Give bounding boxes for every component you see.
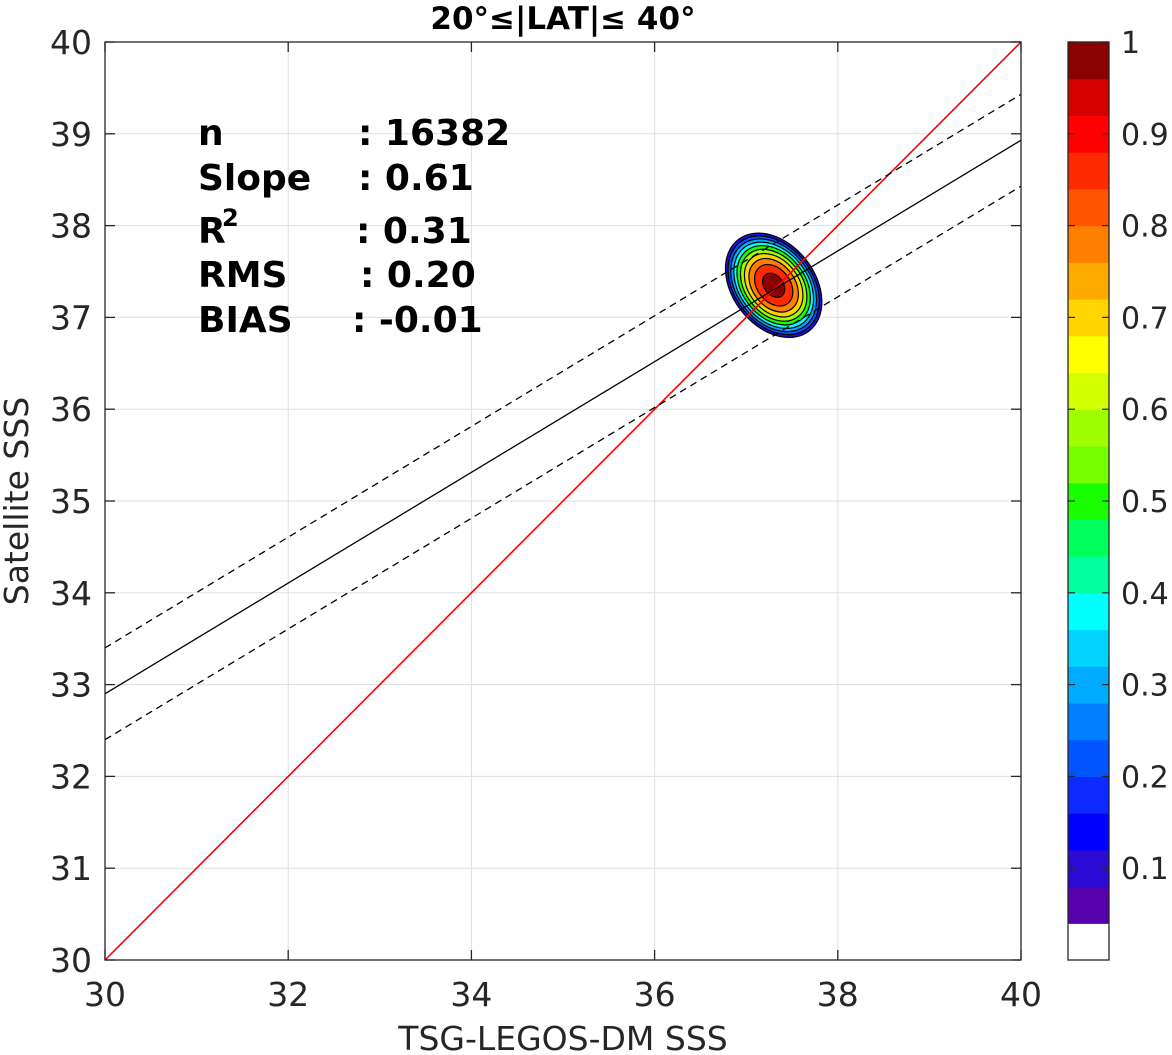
stat-slope-value: : 0.61 xyxy=(358,158,474,199)
colorbar-tick-label: 0.7 xyxy=(1121,301,1169,336)
stat-n-label: n xyxy=(198,113,224,154)
colorbar-tick-label: 0.5 xyxy=(1121,485,1169,520)
stat-slope-label: Slope xyxy=(198,158,311,199)
axis-ticks xyxy=(104,41,1022,961)
colorbar-segment xyxy=(1068,813,1109,851)
chart-title: 20°≤|LAT|≤ 40° xyxy=(430,1,695,37)
stat-r2-label: R xyxy=(198,211,226,252)
y-tick-label: 32 xyxy=(50,757,92,796)
colorbar-segment xyxy=(1068,42,1109,80)
colorbar-segment xyxy=(1068,739,1109,777)
stat-rms-value: : 0.20 xyxy=(360,255,476,296)
colorbar-segment xyxy=(1068,556,1109,594)
stat-bias-value: : -0.01 xyxy=(352,300,483,341)
stat-n-value: : 16382 xyxy=(358,113,510,154)
stat-r2-superscript: 2 xyxy=(222,204,239,232)
colorbar-segment xyxy=(1068,886,1109,924)
colorbar-segment xyxy=(1068,592,1109,631)
colorbar-tick-label: 0.1 xyxy=(1121,852,1169,887)
colorbar-tick-label: 0.9 xyxy=(1121,118,1169,153)
x-tick-label: 36 xyxy=(634,975,676,1014)
colorbar-segment xyxy=(1068,372,1109,410)
colorbar-segment xyxy=(1068,262,1109,300)
y-tick-label: 38 xyxy=(50,207,92,246)
y-tick-label: 33 xyxy=(50,666,92,705)
y-tick-labels: 30 31 32 33 34 35 36 37 38 39 40 xyxy=(50,23,92,980)
line-fit-rms xyxy=(105,185,1021,741)
line-fit-rms xyxy=(105,93,1021,649)
y-axis-title: Satellite SSS xyxy=(0,397,36,606)
stats-box: n : 16382 Slope : 0.61 R 2 : 0.31 RMS : … xyxy=(198,113,510,341)
colorbar-tick-labels: 0.1 0.2 0.3 0.4 0.5 0.6 0.7 0.8 0.9 1 xyxy=(1121,26,1169,887)
x-axis-title: TSG-LEGOS-DM SSS xyxy=(397,1019,727,1055)
colorbar-tick-label: 0.4 xyxy=(1121,577,1169,612)
x-tick-label: 40 xyxy=(1000,975,1042,1014)
colorbar-tick-label: 0.6 xyxy=(1121,393,1169,428)
stat-r2-value: : 0.31 xyxy=(356,211,472,252)
colorbar-segment xyxy=(1068,152,1109,190)
y-tick-label: 40 xyxy=(50,23,92,62)
y-tick-label: 31 xyxy=(50,849,92,888)
colorbar-segment xyxy=(1068,776,1109,814)
colorbar-tick-label: 1 xyxy=(1121,26,1140,61)
density-contour xyxy=(762,272,786,298)
y-tick-label: 37 xyxy=(50,298,92,337)
colorbar-segment xyxy=(1068,702,1109,741)
x-tick-label: 34 xyxy=(450,975,492,1014)
colorbar-segment xyxy=(1068,519,1109,557)
colorbar-segment xyxy=(1068,188,1109,227)
line-1-1 xyxy=(105,42,1021,960)
x-tick-label: 30 xyxy=(84,975,126,1014)
y-tick-label: 30 xyxy=(50,941,92,980)
y-tick-label: 35 xyxy=(50,482,92,521)
stat-bias-label: BIAS xyxy=(198,300,293,341)
y-tick-label: 36 xyxy=(50,390,92,429)
colorbar-tick-label: 0.3 xyxy=(1121,669,1169,704)
stat-rms-label: RMS xyxy=(198,255,287,296)
colorbar-tick-label: 0.2 xyxy=(1121,760,1169,795)
x-tick-labels: 30 32 34 36 38 40 xyxy=(84,975,1042,1014)
x-tick-label: 38 xyxy=(817,975,859,1014)
colorbar-segment xyxy=(1068,225,1109,263)
y-tick-label: 34 xyxy=(50,574,92,613)
colorbar-segment xyxy=(1068,923,1109,961)
grid xyxy=(105,42,1021,960)
regression-lines xyxy=(105,42,1021,960)
colorbar xyxy=(1067,41,1110,961)
y-tick-label: 39 xyxy=(50,115,92,154)
colorbar-segment xyxy=(1068,629,1109,667)
density-contours xyxy=(724,232,823,339)
colorbar-segment xyxy=(1068,335,1109,374)
colorbar-segment xyxy=(1068,445,1109,484)
colorbar-segment xyxy=(1068,78,1109,117)
colorbar-tick-label: 0.8 xyxy=(1121,210,1169,245)
colorbar-segment xyxy=(1068,409,1109,447)
x-tick-label: 32 xyxy=(267,975,309,1014)
line-fit xyxy=(105,139,1021,695)
